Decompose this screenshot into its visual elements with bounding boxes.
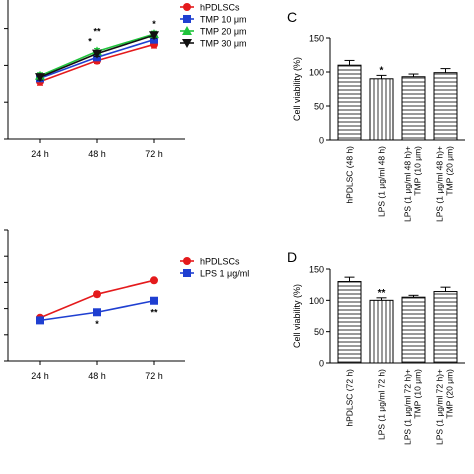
x-category-label: LPS (1 μg/ml 48 h) [377, 146, 387, 217]
data-point [93, 308, 101, 317]
significance-mark: ** [378, 288, 386, 299]
x-tick-label: 72 h [145, 371, 163, 381]
label-line: LPS (1 μg/ml 72 h)+ [435, 369, 445, 445]
significance-mark: * [88, 36, 92, 46]
y-axis-title: Cell viability (%) [292, 284, 302, 348]
x-tick-label: 48 h [88, 149, 106, 159]
x-category-label: hPDLSC (48 h) [345, 146, 355, 204]
data-point [35, 73, 45, 83]
data-point [93, 290, 101, 299]
data-point [149, 31, 159, 41]
y-tick-label: 100 [309, 296, 324, 306]
y-tick-label: 50 [314, 327, 324, 337]
panel-letter: C [287, 9, 297, 25]
x-category-label: LPS (1 μg/ml 72 h)+TMP (10 μm) [403, 369, 423, 445]
legend-marker [183, 3, 191, 11]
significance-mark: * [380, 65, 384, 76]
significance-mark: * [95, 319, 99, 329]
x-category-label: LPS (1 μg/ml 72 h) [377, 369, 387, 440]
x-category-label: LPS (1 μg/ml 72 h)+TMP (20 μm) [435, 369, 455, 445]
label-line: TMP (20 μm) [445, 146, 455, 196]
x-tick-label: 24 h [31, 149, 49, 159]
bar [433, 72, 458, 141]
legend-marker [182, 39, 192, 48]
significance-mark: ** [150, 307, 158, 317]
legend-label: hPDLSCs [200, 257, 240, 267]
bar [337, 64, 362, 141]
x-tick-label: 48 h [88, 371, 106, 381]
data-point [150, 296, 158, 305]
data-point [150, 276, 158, 285]
bar [401, 296, 426, 364]
legend-marker [183, 15, 191, 23]
y-axis-title: Cell viability (%) [292, 57, 302, 121]
label-line: TMP (20 μm) [445, 369, 455, 419]
label-line: TMP (10 μm) [413, 369, 423, 419]
label-line: LPS (1 μg/ml 72 h)+ [403, 369, 413, 445]
data-point [92, 49, 102, 59]
series-lps-1-g-ml [36, 296, 158, 325]
panel-line-48h-growth: 24 h 48 h 72 h hPDLSCs TMP 10 μm TMP 20 μm TMP… [4, 0, 247, 159]
significance-mark: ** [93, 26, 101, 36]
label-line: LPS (1 μg/ml 48 h)+ [403, 146, 413, 222]
legend-marker [183, 269, 191, 277]
x-tick-label: 24 h [31, 371, 49, 381]
bar [337, 281, 362, 364]
label-line: TMP (10 μm) [413, 146, 423, 196]
legend-marker [183, 257, 191, 265]
legend-label: hPDLSCs [200, 3, 240, 13]
x-category-label: LPS (1 μg/ml 48 h)+TMP (10 μm) [403, 146, 423, 222]
panel-letter: D [287, 249, 297, 265]
legend-label: TMP 30 μm [200, 39, 247, 49]
y-tick-label: 0 [319, 136, 324, 146]
bar [433, 291, 458, 364]
y-tick-label: 0 [319, 359, 324, 369]
bar [369, 299, 394, 364]
label-line: LPS (1 μg/ml 48 h)+ [435, 146, 445, 222]
bar [401, 76, 426, 141]
legend-label: TMP 10 μm [200, 15, 247, 25]
series-tmp-10-m [36, 35, 158, 83]
y-tick-label: 150 [309, 265, 324, 275]
x-category-label: hPDLSC (72 h) [345, 369, 355, 427]
data-point [36, 316, 44, 325]
legend-label: TMP 20 μm [200, 27, 247, 37]
y-tick-label: 150 [309, 34, 324, 44]
bar [369, 78, 394, 141]
x-category-label: LPS (1 μg/ml 48 h)+TMP (20 μm) [435, 146, 455, 222]
legend: hPDLSCs TMP 10 μm TMP 20 μm TMP 30 μm [180, 3, 247, 49]
x-tick-label: 72 h [145, 149, 163, 159]
y-tick-label: 100 [309, 68, 324, 78]
legend-label: LPS 1 μg/ml [200, 269, 249, 279]
y-tick-label: 50 [314, 102, 324, 112]
legend-marker [182, 26, 192, 35]
series-tmp-30-m [35, 31, 159, 83]
legend: hPDLSCs LPS 1 μg/ml [180, 257, 249, 279]
significance-mark: * [152, 19, 156, 29]
